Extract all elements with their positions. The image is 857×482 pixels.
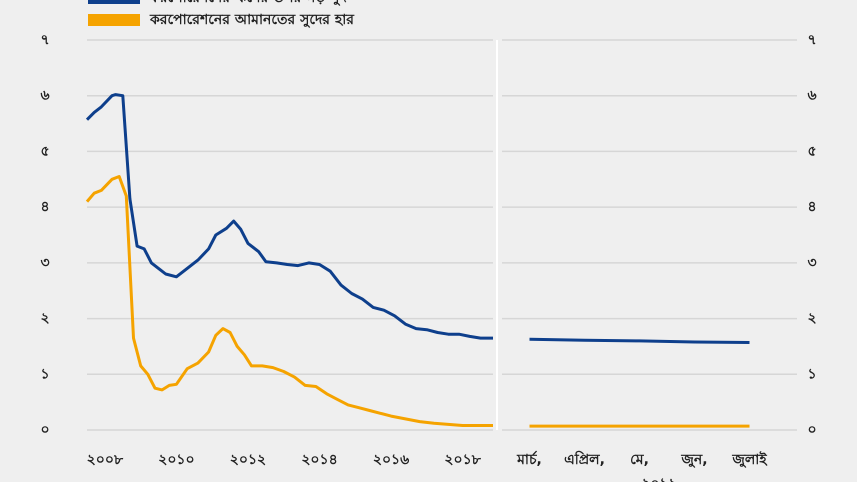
legend-label: করপোরেশনের আমানতের সুদের হার (149, 12, 355, 29)
y-tick-label: ০ (807, 422, 816, 438)
x-tick-label: ২০০৮ (87, 452, 124, 468)
y-tick-label: ৭ (40, 32, 49, 48)
x-tick-label: ২০১৪ (301, 452, 337, 468)
x-tick-label: ২০১০ (158, 452, 194, 468)
y-tick-label: ৫ (40, 143, 49, 159)
x-tick-label: এপ্রিল, (564, 450, 605, 468)
y-tick-label: ৩ (40, 255, 49, 271)
y-tick-label: ২ (40, 311, 49, 327)
x-tick-label: জুলাই (731, 450, 768, 469)
y-tick-label: ৬ (40, 88, 49, 104)
x-tick-label: জুন, (680, 452, 707, 469)
x-tick-label: ২০১৬ (373, 452, 409, 468)
y-tick-label: ৬ (807, 88, 816, 104)
y-tick-label: ১ (807, 366, 816, 382)
legend-swatch (88, 0, 140, 4)
data-line (85, 93, 493, 340)
y-tick-label: ৪ (807, 199, 816, 215)
data-line (85, 175, 493, 427)
x-tick-label: ২০১৮ (444, 452, 481, 468)
y-tick-label: ১ (40, 366, 49, 382)
legend-label: করপোরেশনের ঋণের উপর গড় সুদ (149, 0, 347, 7)
x-axis-label: ২০১৯ (641, 476, 677, 482)
x-tick-label: ২০১২ (230, 452, 266, 468)
y-tick-label: ০ (40, 422, 49, 438)
y-tick-label: ৫ (807, 143, 816, 159)
y-tick-label: ৩ (807, 255, 816, 271)
x-tick-label: মে, (630, 452, 649, 468)
data-line (529, 337, 750, 344)
legend-swatch (88, 14, 140, 26)
y-tick-label: ২ (807, 311, 816, 327)
x-tick-label: মার্চ, (516, 450, 542, 468)
y-tick-label: ৪ (40, 199, 49, 215)
y-tick-label: ৭ (807, 32, 816, 48)
